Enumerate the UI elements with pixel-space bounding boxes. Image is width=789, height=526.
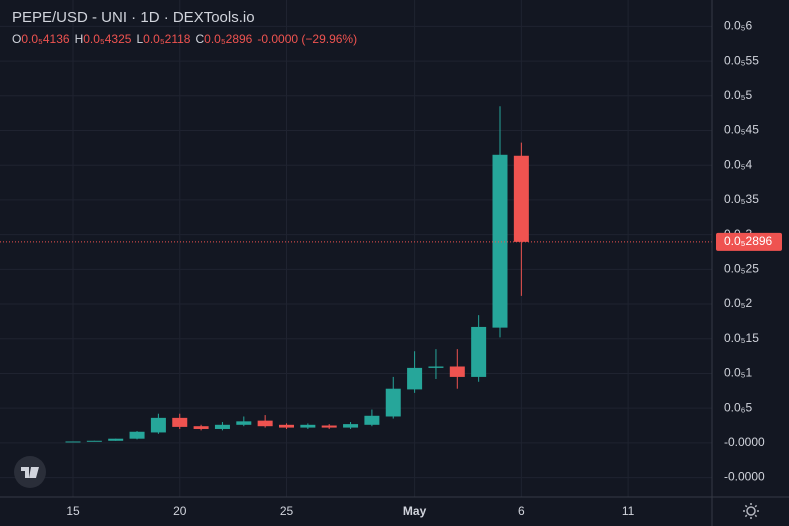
candle-body bbox=[513, 155, 529, 242]
legend-value: 0.0₅4325 bbox=[83, 32, 132, 46]
y-tick-label: 0.0₅4 bbox=[724, 157, 753, 171]
candle-body bbox=[449, 366, 465, 377]
legend-value: 0.0₅2118 bbox=[143, 32, 191, 46]
candle-body bbox=[65, 441, 81, 443]
settings-icon[interactable] bbox=[743, 503, 759, 519]
legend-key: C bbox=[195, 32, 204, 46]
candle-body bbox=[86, 440, 102, 442]
last-price-box bbox=[716, 232, 782, 251]
x-tick-label: 15 bbox=[66, 504, 80, 518]
candles bbox=[0, 106, 712, 443]
candle-body bbox=[108, 438, 124, 441]
axes: -0.0000 -0.0000 0.0₆5 0.0₅1 0.0₅15 0.0₅2 0.0₅2… bbox=[66, 19, 782, 518]
legend-value: 0.0₅4136 bbox=[21, 32, 70, 46]
candle-body bbox=[257, 420, 273, 427]
chart-title: PEPE/USD - UNI · 1D · DEXTools.io bbox=[12, 9, 255, 26]
x-tick-label: 6 bbox=[518, 504, 525, 518]
y-tick-label: 0.0₅35 bbox=[724, 192, 759, 206]
x-tick-label: 20 bbox=[173, 504, 187, 518]
candle-body bbox=[364, 415, 380, 425]
candle-body bbox=[300, 424, 316, 428]
y-tick-label: -0.0000 bbox=[724, 435, 765, 449]
candle-body bbox=[407, 367, 423, 390]
y-tick-label: 0.0₅55 bbox=[724, 53, 759, 67]
last-price-label: 0.0₅2896 bbox=[724, 234, 773, 248]
y-tick-label: 0.0₅25 bbox=[724, 261, 759, 275]
candle-body bbox=[428, 366, 444, 368]
candle-body bbox=[471, 326, 487, 377]
y-tick-label: 0.0₅5 bbox=[724, 88, 753, 102]
candle-body bbox=[150, 417, 166, 433]
y-tick-label: 0.0₅45 bbox=[724, 123, 759, 137]
candle-body bbox=[343, 424, 359, 428]
y-tick-label: 0.0₅2 bbox=[724, 296, 753, 310]
candle-body bbox=[214, 424, 230, 429]
ohlc-legend: O0.0₅4136 H0.0₅4325 L0.0₅2118 C0.0₅2896 -0.0… bbox=[12, 32, 357, 46]
x-tick-label: 25 bbox=[280, 504, 294, 518]
candle-body bbox=[385, 388, 401, 417]
tv-logo bbox=[14, 456, 46, 488]
candle-body bbox=[279, 424, 294, 428]
legend-key: L bbox=[136, 32, 143, 46]
legend-value: 0.0₅2896 bbox=[204, 32, 253, 46]
y-tick-label: -0.0000 bbox=[724, 470, 765, 484]
candle-body bbox=[193, 426, 209, 429]
candle-body bbox=[492, 154, 508, 328]
grid bbox=[0, 0, 712, 497]
candle-body bbox=[172, 417, 188, 427]
x-tick-label: 11 bbox=[622, 504, 635, 518]
legend-key: H bbox=[75, 32, 84, 46]
candle-body bbox=[236, 421, 252, 425]
candle-body bbox=[321, 425, 337, 428]
y-tick-label: 0.0₆5 bbox=[724, 400, 753, 414]
legend-key: O bbox=[12, 32, 21, 46]
legend-change: -0.0000 (−29.96%) bbox=[257, 32, 357, 46]
y-tick-label: 0.0₅6 bbox=[724, 19, 753, 33]
x-tick-label: May bbox=[403, 504, 427, 518]
y-tick-label: 0.0₅15 bbox=[724, 331, 759, 345]
candle-body bbox=[129, 431, 145, 439]
y-tick-label: 0.0₅1 bbox=[724, 366, 753, 380]
